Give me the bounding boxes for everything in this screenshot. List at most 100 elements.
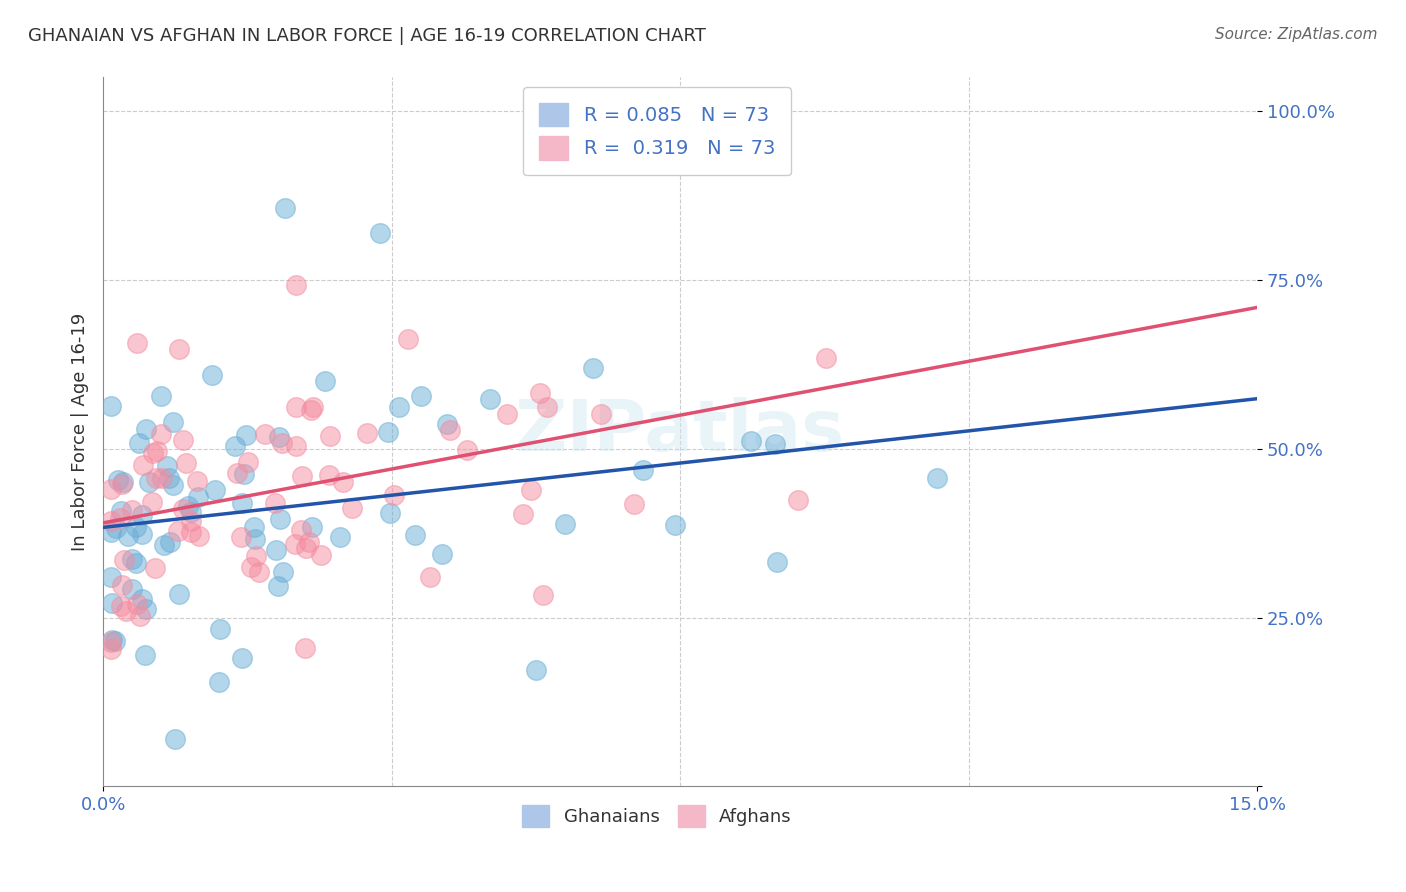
Ghanaians: [329, 530, 352, 544]
Ghanaians: [121, 552, 143, 566]
Afghans: [100, 635, 122, 649]
Ghanaians: [267, 430, 290, 444]
Afghans: [815, 351, 838, 365]
Afghans: [245, 549, 267, 563]
Ghanaians: [209, 623, 232, 637]
Ghanaians: [159, 535, 181, 549]
Ghanaians: [231, 496, 253, 510]
Afghans: [141, 445, 163, 459]
Afghans: [382, 488, 405, 502]
Ghanaians: [177, 500, 200, 514]
Ghanaians: [301, 520, 323, 534]
Afghans: [284, 400, 307, 414]
Ghanaians: [131, 526, 153, 541]
Ghanaians: [100, 524, 122, 539]
Afghans: [132, 458, 155, 473]
Ghanaians: [432, 548, 454, 562]
Afghans: [125, 336, 148, 351]
Ghanaians: [242, 519, 264, 533]
Afghans: [356, 425, 378, 440]
Ghanaians: [100, 400, 122, 414]
Ghanaians: [925, 471, 948, 485]
Ghanaians: [269, 511, 291, 525]
Afghans: [253, 426, 276, 441]
Ghanaians: [233, 467, 256, 482]
Afghans: [309, 548, 332, 562]
Ghanaians: [231, 651, 253, 665]
Afghans: [419, 569, 441, 583]
Afghans: [495, 408, 517, 422]
Afghans: [786, 492, 808, 507]
Ghanaians: [388, 401, 411, 415]
Ghanaians: [478, 392, 501, 406]
Afghans: [529, 386, 551, 401]
Ghanaians: [631, 463, 654, 477]
Ghanaians: [135, 422, 157, 436]
Ghanaians: [187, 490, 209, 504]
Afghans: [520, 483, 543, 497]
Ghanaians: [100, 570, 122, 584]
Afghans: [439, 423, 461, 437]
Ghanaians: [267, 578, 290, 592]
Ghanaians: [153, 538, 176, 552]
Afghans: [238, 455, 260, 469]
Legend: Ghanaians, Afghans: Ghanaians, Afghans: [515, 797, 799, 834]
Ghanaians: [264, 543, 287, 558]
Ghanaians: [204, 483, 226, 498]
Afghans: [167, 343, 190, 357]
Afghans: [143, 561, 166, 575]
Ghanaians: [155, 458, 177, 473]
Afghans: [290, 523, 312, 537]
Afghans: [111, 477, 134, 491]
Ghanaians: [105, 521, 128, 535]
Ghanaians: [201, 368, 224, 382]
Afghans: [239, 560, 262, 574]
Ghanaians: [101, 633, 124, 648]
Ghanaians: [131, 508, 153, 522]
Afghans: [172, 433, 194, 447]
Afghans: [456, 443, 478, 458]
Afghans: [111, 577, 134, 591]
Ghanaians: [121, 582, 143, 597]
Text: Source: ZipAtlas.com: Source: ZipAtlas.com: [1215, 27, 1378, 42]
Afghans: [291, 469, 314, 483]
Ghanaians: [271, 565, 294, 579]
Ghanaians: [111, 475, 134, 489]
Afghans: [271, 436, 294, 450]
Afghans: [284, 537, 307, 551]
Afghans: [149, 426, 172, 441]
Ghanaians: [180, 505, 202, 519]
Afghans: [166, 524, 188, 539]
Ghanaians: [107, 473, 129, 487]
Afghans: [172, 501, 194, 516]
Afghans: [146, 444, 169, 458]
Ghanaians: [436, 417, 458, 431]
Ghanaians: [101, 596, 124, 610]
Ghanaians: [135, 601, 157, 615]
Ghanaians: [378, 506, 401, 520]
Afghans: [125, 597, 148, 611]
Ghanaians: [554, 517, 576, 532]
Afghans: [231, 531, 253, 545]
Afghans: [188, 529, 211, 543]
Ghanaians: [235, 427, 257, 442]
Ghanaians: [404, 527, 426, 541]
Ghanaians: [314, 374, 336, 388]
Ghanaians: [162, 477, 184, 491]
Afghans: [247, 565, 270, 579]
Ghanaians: [766, 555, 789, 569]
Afghans: [531, 588, 554, 602]
Afghans: [530, 149, 553, 163]
Ghanaians: [163, 732, 186, 747]
Afghans: [186, 474, 208, 488]
Afghans: [295, 541, 318, 555]
Ghanaians: [409, 389, 432, 403]
Afghans: [285, 439, 308, 453]
Afghans: [141, 495, 163, 509]
Afghans: [264, 496, 287, 510]
Afghans: [299, 403, 322, 417]
Ghanaians: [368, 226, 391, 240]
Ghanaians: [128, 436, 150, 450]
Ghanaians: [740, 434, 762, 448]
Ghanaians: [274, 201, 297, 215]
